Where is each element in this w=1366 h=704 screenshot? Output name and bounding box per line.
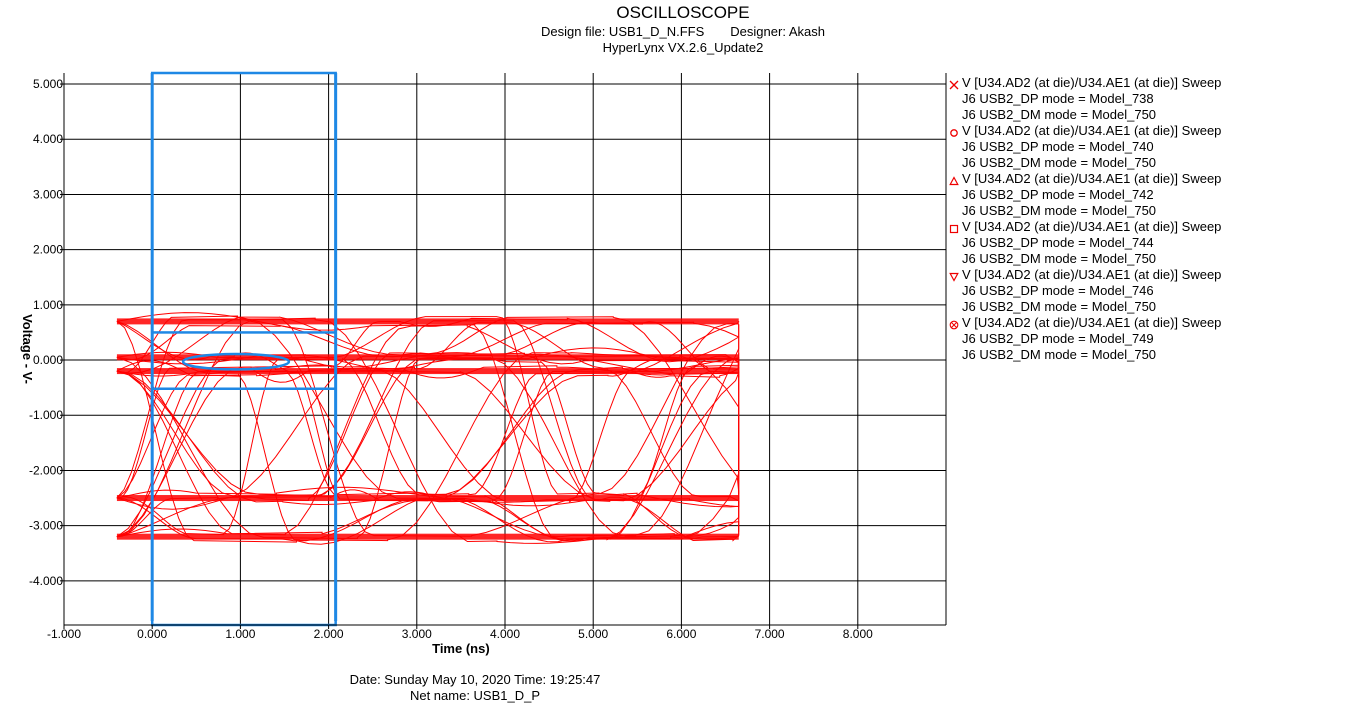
- y-tick-label: -3.000: [29, 519, 63, 533]
- legend-dp-mode: J6 USB2_DP mode = Model_738: [962, 91, 1154, 106]
- square-marker-icon: [949, 222, 959, 234]
- legend-series-label: V [U34.AD2 (at die)/U34.AE1 (at die)] Sw…: [949, 219, 1359, 235]
- legend-dm-mode: J6 USB2_DM mode = Model_750: [962, 347, 1157, 362]
- mask-center-ellipse: [181, 352, 291, 371]
- trace-circle-x: [116, 366, 740, 503]
- level-band: [116, 495, 739, 502]
- legend-dp-mode: J6 USB2_DP mode = Model_749: [962, 331, 1154, 346]
- x-tick-label: 4.000: [490, 627, 520, 641]
- y-tick-label: 4.000: [33, 132, 63, 146]
- legend-entry: V [U34.AD2 (at die)/U34.AE1 (at die)] Sw…: [949, 171, 1359, 219]
- eye-traces: [116, 312, 740, 545]
- y-tick-label: 5.000: [33, 77, 63, 91]
- trace-x: [116, 320, 740, 499]
- trace-circle: [116, 319, 739, 501]
- plot-footer: Date: Sunday May 10, 2020 Time: 19:25:47…: [0, 672, 950, 704]
- y-tick-label: 2.000: [33, 243, 63, 257]
- trace-triangle-down: [116, 316, 739, 538]
- x-tick-label: 7.000: [755, 627, 785, 641]
- legend-line-1: V [U34.AD2 (at die)/U34.AE1 (at die)] Sw…: [962, 315, 1222, 330]
- y-tick-label: 0.000: [33, 353, 63, 367]
- x-tick-label: 3.000: [402, 627, 432, 641]
- legend-line-1: V [U34.AD2 (at die)/U34.AE1 (at die)] Sw…: [962, 123, 1222, 138]
- triangle-up-marker-icon: [949, 174, 959, 186]
- legend-entry: V [U34.AD2 (at die)/U34.AE1 (at die)] Sw…: [949, 75, 1359, 123]
- legend-series-label: V [U34.AD2 (at die)/U34.AE1 (at die)] Sw…: [949, 171, 1359, 187]
- legend-series-label: V [U34.AD2 (at die)/U34.AE1 (at die)] Sw…: [949, 75, 1359, 91]
- circle-x-marker-icon: [949, 318, 959, 330]
- y-tick-label: 3.000: [33, 187, 63, 201]
- legend-dm-mode: J6 USB2_DM mode = Model_750: [962, 107, 1157, 122]
- level-band: [116, 354, 739, 361]
- mask-upper-region: [150, 71, 337, 334]
- legend-dp-mode: J6 USB2_DP mode = Model_744: [962, 235, 1154, 250]
- legend-line-1: V [U34.AD2 (at die)/U34.AE1 (at die)] Sw…: [962, 171, 1222, 186]
- legend-dm-mode: J6 USB2_DM mode = Model_750: [962, 155, 1157, 170]
- software-version-label: HyperLynx VX.2.6_Update2: [602, 40, 764, 55]
- y-tick-label: -2.000: [29, 463, 63, 477]
- y-axis-title: Voltage - V-: [20, 314, 35, 384]
- legend-entry: V [U34.AD2 (at die)/U34.AE1 (at die)] Sw…: [949, 219, 1359, 267]
- x-marker-icon: [949, 78, 959, 90]
- x-axis-title: Time (ns): [432, 641, 490, 656]
- legend-series-label: V [U34.AD2 (at die)/U34.AE1 (at die)] Sw…: [949, 315, 1359, 331]
- trace-triangle-down: [116, 317, 740, 544]
- legend-dm-mode: J6 USB2_DM mode = Model_750: [962, 299, 1157, 314]
- legend: V [U34.AD2 (at die)/U34.AE1 (at die)] Sw…: [949, 75, 1359, 363]
- chart-subtitle: Design file: USB1_D_N.FFS Designer: Akash: [0, 24, 1366, 39]
- x-tick-label: 6.000: [666, 627, 696, 641]
- designer-label: Designer: Akash: [730, 24, 825, 39]
- triangle-down-marker-icon: [949, 270, 959, 282]
- trace-square: [116, 352, 740, 542]
- axis-labels: -1.000 0.000 1.000 2.000 3.000 4.000 5.000 6.00…: [20, 77, 873, 656]
- plot-axes: [60, 73, 946, 629]
- trace-triangle-up: [116, 319, 740, 507]
- x-tick-label: 0.000: [137, 627, 167, 641]
- level-band: [116, 533, 739, 540]
- level-band: [116, 368, 739, 375]
- trace-x: [116, 347, 739, 540]
- x-tick-label: 1.000: [225, 627, 255, 641]
- trace-circle: [116, 316, 740, 538]
- legend-dp-mode: J6 USB2_DP mode = Model_746: [962, 283, 1154, 298]
- y-tick-label: 1.000: [33, 298, 63, 312]
- trace-circle-x: [116, 324, 740, 494]
- legend-entry: V [U34.AD2 (at die)/U34.AE1 (at die)] Sw…: [949, 267, 1359, 315]
- y-tick-label: -4.000: [29, 574, 63, 588]
- x-tick-label: 2.000: [314, 627, 344, 641]
- legend-series-label: V [U34.AD2 (at die)/U34.AE1 (at die)] Sw…: [949, 267, 1359, 283]
- legend-dm-mode: J6 USB2_DM mode = Model_750: [962, 251, 1157, 266]
- date-time-label: Date: Sunday May 10, 2020 Time: 19:25:47: [349, 672, 601, 687]
- eye-mask: [150, 71, 338, 627]
- x-tick-label: 8.000: [843, 627, 873, 641]
- trace-circle-x: [116, 317, 739, 538]
- legend-series-label: V [U34.AD2 (at die)/U34.AE1 (at die)] Sw…: [949, 123, 1359, 139]
- x-tick-label: 5.000: [578, 627, 608, 641]
- legend-entry: V [U34.AD2 (at die)/U34.AE1 (at die)] Sw…: [949, 123, 1359, 171]
- design-file-label: Design file: USB1_D_N.FFS: [541, 24, 705, 39]
- trace-square: [116, 315, 739, 540]
- legend-line-1: V [U34.AD2 (at die)/U34.AE1 (at die)] Sw…: [962, 219, 1222, 234]
- legend-entry: V [U34.AD2 (at die)/U34.AE1 (at die)] Sw…: [949, 315, 1359, 363]
- trace-square: [116, 322, 740, 378]
- legend-line-1: V [U34.AD2 (at die)/U34.AE1 (at die)] Sw…: [962, 75, 1222, 90]
- legend-dp-mode: J6 USB2_DP mode = Model_742: [962, 187, 1154, 202]
- legend-line-1: V [U34.AD2 (at die)/U34.AE1 (at die)] Sw…: [962, 267, 1222, 282]
- circle-marker-icon: [949, 126, 959, 137]
- y-tick-label: -1.000: [29, 408, 63, 422]
- level-band: [116, 318, 739, 325]
- trace-square: [116, 356, 740, 538]
- legend-dm-mode: J6 USB2_DM mode = Model_750: [962, 203, 1157, 218]
- net-name-label: Net name: USB1_D_P: [409, 688, 541, 703]
- chart-title: OSCILLOSCOPE: [616, 3, 750, 22]
- x-tick-label: -1.000: [47, 627, 81, 641]
- legend-dp-mode: J6 USB2_DP mode = Model_740: [962, 139, 1154, 154]
